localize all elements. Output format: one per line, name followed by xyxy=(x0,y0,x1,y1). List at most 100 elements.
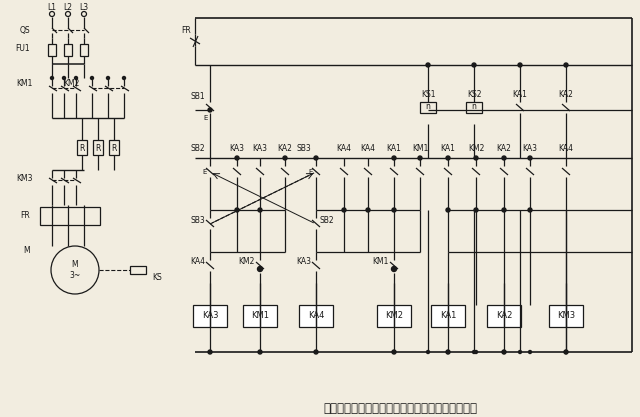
Text: M: M xyxy=(24,246,30,254)
Text: KM3: KM3 xyxy=(557,311,575,321)
Bar xyxy=(420,102,436,113)
Bar xyxy=(40,207,100,225)
Bar xyxy=(64,44,72,56)
Bar xyxy=(487,305,521,327)
Text: FU1: FU1 xyxy=(15,43,30,53)
Circle shape xyxy=(258,350,262,354)
Circle shape xyxy=(122,76,125,80)
Circle shape xyxy=(392,350,396,354)
Text: QS: QS xyxy=(19,25,30,35)
Text: R: R xyxy=(79,143,84,153)
Circle shape xyxy=(528,208,532,212)
Text: KS: KS xyxy=(152,272,162,281)
Circle shape xyxy=(283,156,287,160)
Text: KA4: KA4 xyxy=(190,258,205,266)
Text: KM2: KM2 xyxy=(468,143,484,153)
Text: KA1: KA1 xyxy=(387,143,401,153)
Text: SB3: SB3 xyxy=(296,143,311,153)
Circle shape xyxy=(502,208,506,212)
Text: KA2: KA2 xyxy=(496,311,512,321)
Circle shape xyxy=(472,351,476,354)
Text: KA4: KA4 xyxy=(337,143,351,153)
Text: KM2: KM2 xyxy=(239,258,255,266)
Circle shape xyxy=(474,351,477,354)
Text: KA1: KA1 xyxy=(440,143,456,153)
Circle shape xyxy=(235,208,239,212)
Circle shape xyxy=(208,108,212,112)
Text: 具有反接制动电阻的可逆运行反接制动的控制线路: 具有反接制动电阻的可逆运行反接制动的控制线路 xyxy=(323,402,477,414)
Text: KA1: KA1 xyxy=(440,311,456,321)
Circle shape xyxy=(502,350,506,354)
Text: R: R xyxy=(111,143,116,153)
Bar xyxy=(193,305,227,327)
Text: KA3: KA3 xyxy=(522,143,538,153)
Circle shape xyxy=(106,76,109,80)
Circle shape xyxy=(392,156,396,160)
Circle shape xyxy=(564,351,568,354)
Circle shape xyxy=(447,351,449,354)
Circle shape xyxy=(518,351,522,354)
Bar xyxy=(431,305,465,327)
Circle shape xyxy=(65,12,70,17)
Circle shape xyxy=(392,266,397,271)
Circle shape xyxy=(446,208,450,212)
Circle shape xyxy=(314,350,318,354)
Text: E: E xyxy=(203,169,207,175)
Text: KS2: KS2 xyxy=(467,90,481,98)
Text: KA3: KA3 xyxy=(202,311,218,321)
Bar xyxy=(77,140,87,155)
Circle shape xyxy=(257,266,262,271)
Circle shape xyxy=(426,63,430,67)
Circle shape xyxy=(446,156,450,160)
Circle shape xyxy=(63,76,65,80)
Text: L3: L3 xyxy=(79,3,88,12)
Text: KM1: KM1 xyxy=(251,311,269,321)
Circle shape xyxy=(314,156,318,160)
Circle shape xyxy=(81,12,86,17)
Circle shape xyxy=(51,246,99,294)
Text: SB3: SB3 xyxy=(190,216,205,224)
Text: SB1: SB1 xyxy=(190,91,205,100)
Text: KA4: KA4 xyxy=(308,311,324,321)
Text: FR: FR xyxy=(181,25,191,35)
Circle shape xyxy=(564,351,568,354)
Circle shape xyxy=(392,208,396,212)
Text: SB2: SB2 xyxy=(320,216,335,224)
Circle shape xyxy=(564,350,568,354)
Circle shape xyxy=(472,63,476,67)
Circle shape xyxy=(426,351,429,354)
Circle shape xyxy=(564,63,568,67)
Text: KM1: KM1 xyxy=(412,143,428,153)
Text: E: E xyxy=(204,115,208,121)
Text: KM2: KM2 xyxy=(63,78,80,88)
Circle shape xyxy=(446,350,450,354)
Text: KA2: KA2 xyxy=(559,90,573,98)
Text: KA2: KA2 xyxy=(278,143,292,153)
Bar xyxy=(109,140,119,155)
Bar xyxy=(93,140,103,155)
Text: KM2: KM2 xyxy=(385,311,403,321)
Circle shape xyxy=(418,156,422,160)
Circle shape xyxy=(74,76,77,80)
Text: KA3: KA3 xyxy=(230,143,244,153)
Text: KA4: KA4 xyxy=(360,143,376,153)
Circle shape xyxy=(502,156,506,160)
Text: M
3~: M 3~ xyxy=(69,260,81,280)
Circle shape xyxy=(366,208,370,212)
Text: R: R xyxy=(95,143,100,153)
Bar xyxy=(48,44,56,56)
Text: KA1: KA1 xyxy=(513,90,527,98)
Text: L1: L1 xyxy=(47,3,56,12)
Circle shape xyxy=(528,156,532,160)
Text: KM1: KM1 xyxy=(17,78,33,88)
Circle shape xyxy=(90,76,93,80)
Circle shape xyxy=(49,12,54,17)
Circle shape xyxy=(502,351,506,354)
Text: KA3: KA3 xyxy=(296,258,311,266)
Circle shape xyxy=(474,156,478,160)
Bar xyxy=(377,305,411,327)
Text: SB2: SB2 xyxy=(190,143,205,153)
Text: E: E xyxy=(308,169,313,175)
Text: KM1: KM1 xyxy=(372,258,389,266)
Circle shape xyxy=(474,208,478,212)
